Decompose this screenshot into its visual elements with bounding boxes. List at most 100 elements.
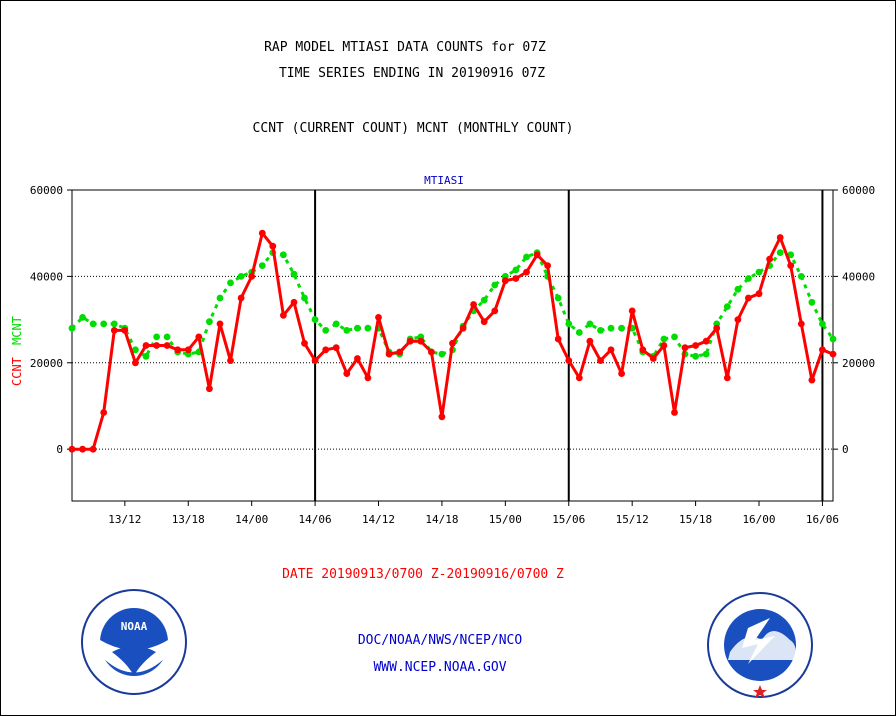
data-point-mcnt (755, 268, 763, 276)
data-point-ccnt (438, 413, 446, 421)
data-point-ccnt (89, 445, 97, 453)
data-point-ccnt (269, 242, 277, 250)
data-point-mcnt (322, 327, 330, 334)
data-point-ccnt (142, 342, 150, 349)
y-tick-label-right: 0 (842, 443, 849, 456)
ylabel-mcnt: MCNT (10, 316, 24, 345)
noaa-logo-label: NOAA (121, 620, 148, 633)
data-point-mcnt (206, 318, 213, 326)
data-point-mcnt (575, 329, 583, 336)
data-point-ccnt (459, 324, 467, 332)
x-tick-label: 14/00 (235, 513, 268, 526)
x-tick-label: 14/12 (362, 513, 395, 526)
y-tick-label-left: 0 (56, 443, 63, 456)
data-point-ccnt (110, 327, 118, 334)
y-tick-label-right: 20000 (842, 357, 875, 370)
data-point-ccnt (227, 357, 234, 364)
x-tick-label: 15/12 (616, 513, 649, 526)
data-point-mcnt (258, 262, 266, 269)
data-point-ccnt (364, 374, 372, 382)
y-tick-label-right: 40000 (842, 270, 875, 283)
x-tick-label: 14/06 (299, 513, 332, 526)
data-point-ccnt (385, 350, 393, 358)
ylabel-ccnt: CCNT (10, 357, 24, 386)
data-point-ccnt (649, 355, 657, 362)
data-point-mcnt (110, 320, 118, 328)
data-point-ccnt (396, 348, 404, 356)
data-point-ccnt (776, 234, 784, 241)
data-point-ccnt (206, 385, 213, 393)
data-point-mcnt (163, 333, 171, 341)
data-point-ccnt (734, 316, 742, 323)
data-point-ccnt (755, 290, 763, 298)
plot-area: 0 0 20000 20000 40000 40000 60000 60000 13/12 13/… (30, 184, 875, 526)
data-point-ccnt (745, 294, 752, 302)
website-link[interactable]: WWW.NCEP.NOAA.GOV (373, 660, 506, 675)
data-point-mcnt (132, 346, 139, 354)
data-point-ccnt (79, 445, 86, 453)
data-point-mcnt (290, 270, 298, 278)
data-point-ccnt (332, 344, 340, 352)
data-point-ccnt (184, 346, 192, 354)
data-point-ccnt (163, 342, 171, 349)
data-point-mcnt (523, 253, 530, 261)
data-point-ccnt (766, 255, 773, 263)
data-point-ccnt (195, 333, 203, 341)
data-point-ccnt (575, 374, 583, 382)
data-point-mcnt (237, 273, 245, 280)
data-point-ccnt (280, 311, 287, 319)
data-point-mcnt (100, 320, 108, 328)
x-tick-label: 16/06 (806, 513, 839, 526)
data-point-ccnt (501, 277, 509, 285)
x-tick-label: 15/06 (552, 513, 585, 526)
data-point-mcnt (618, 324, 625, 332)
data-point-mcnt (153, 333, 161, 341)
data-point-ccnt (258, 229, 266, 237)
data-point-ccnt (132, 359, 139, 367)
plot-border (71, 189, 834, 502)
y-tick-label-left: 60000 (30, 184, 63, 197)
data-point-mcnt (565, 320, 573, 328)
noaa-logo: NOAA (81, 589, 187, 695)
y-tick-label-left: 40000 (30, 270, 63, 283)
data-point-ccnt (618, 370, 625, 377)
data-point-ccnt (702, 337, 710, 345)
data-point-ccnt (290, 298, 298, 306)
data-point-mcnt (364, 324, 372, 332)
date-range: DATE 20190913/0700 Z-20190916/0700 Z (282, 567, 564, 582)
data-point-mcnt (554, 294, 562, 302)
data-point-mcnt (723, 303, 731, 310)
data-point-mcnt (354, 324, 361, 332)
data-point-ccnt (470, 301, 477, 308)
data-point-mcnt (216, 294, 224, 302)
data-point-mcnt (332, 320, 340, 328)
y-tick-label-right: 60000 (842, 184, 875, 197)
data-point-ccnt (311, 357, 319, 364)
data-point-ccnt (406, 337, 414, 345)
chart-subtitle: CCNT (CURRENT COUNT) MCNT (MONTHLY COUNT… (253, 121, 574, 136)
plot-title: MTIASI (424, 174, 464, 187)
nws-logo (707, 592, 813, 698)
data-point-mcnt (311, 316, 319, 323)
data-point-ccnt (174, 346, 182, 354)
data-point-mcnt (227, 279, 234, 287)
data-point-ccnt (533, 251, 541, 259)
data-point-mcnt (671, 333, 678, 341)
data-point-ccnt (597, 357, 604, 364)
x-tick-label: 15/00 (489, 513, 522, 526)
data-point-mcnt (797, 273, 805, 280)
chart-title-line2: TIME SERIES ENDING IN 20190916 07Z (279, 66, 545, 81)
data-point-ccnt (68, 445, 76, 453)
data-point-ccnt (829, 350, 837, 358)
data-point-ccnt (237, 294, 245, 302)
data-point-mcnt (597, 327, 604, 334)
x-tick-label: 16/00 (742, 513, 775, 526)
x-tick-label: 15/18 (679, 513, 712, 526)
data-point-ccnt (681, 344, 689, 352)
x-tick-label: 14/18 (425, 513, 458, 526)
data-point-ccnt (607, 346, 615, 354)
data-point-mcnt (692, 352, 699, 360)
data-point-ccnt (449, 339, 456, 347)
data-point-ccnt (375, 314, 382, 321)
